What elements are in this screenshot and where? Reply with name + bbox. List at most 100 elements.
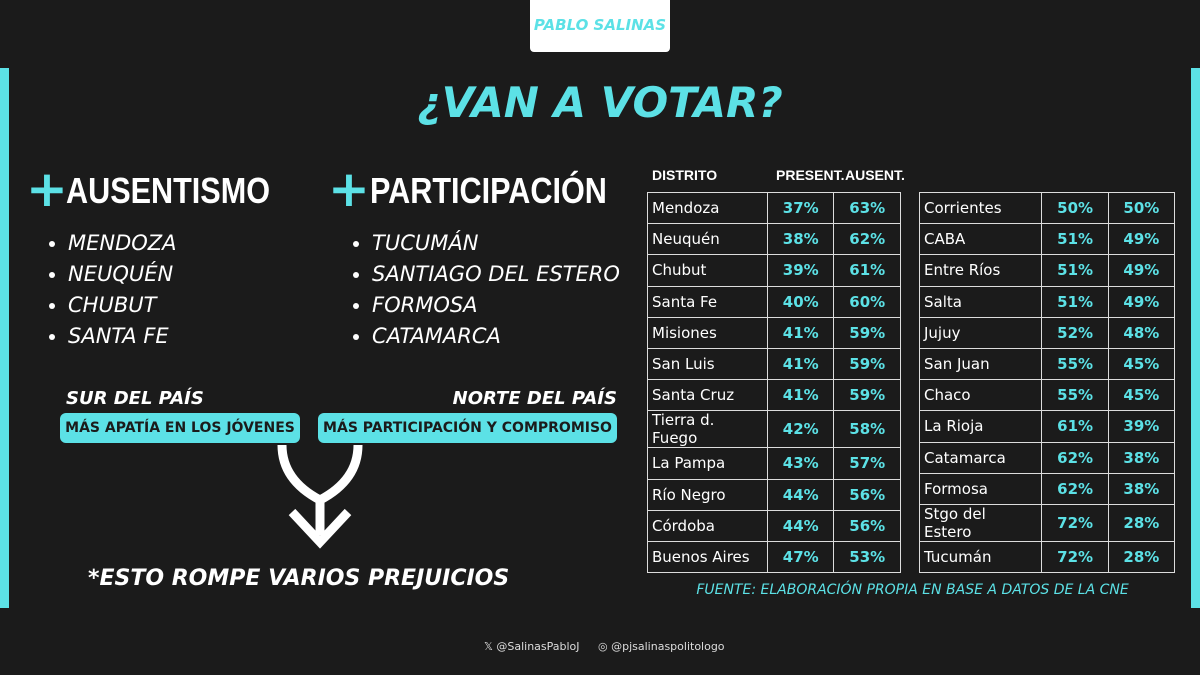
table-row: Chubut 39% 61% <box>647 254 901 287</box>
table-cell: Corrientes <box>918 191 1043 225</box>
table-row: Córdoba 44% 56% <box>647 509 901 542</box>
table-cell: 49% <box>1107 254 1176 287</box>
table-row: Mendoza 37% 63% <box>647 191 901 225</box>
heading: PARTICIPACIÓN <box>370 170 607 211</box>
table-cell: 47% <box>766 540 835 574</box>
plus-icon: + <box>328 160 370 218</box>
list-item: SANTIAGO DEL ESTERO <box>372 259 620 290</box>
title: ¿VAN A VOTAR? <box>417 78 783 127</box>
list-item: FORMOSA <box>372 290 620 321</box>
table-header: DISTRITO <box>652 167 718 183</box>
table-header: AUSENT. <box>845 167 905 183</box>
table-cell: Entre Ríos <box>918 254 1043 287</box>
table-cell: 51% <box>1041 285 1109 318</box>
table-cell: 51% <box>1041 223 1109 256</box>
table-cell: 72% <box>1041 540 1109 574</box>
table-cell: 45% <box>1107 379 1176 412</box>
social-ig: ◎ @pjsalinaspolitologo <box>598 640 725 653</box>
table-cell: 44% <box>766 509 835 542</box>
table-cell: 55% <box>1041 347 1109 381</box>
table-cell: 53% <box>833 540 901 574</box>
table-cell: 56% <box>833 509 901 542</box>
list-item: CATAMARCA <box>372 321 620 352</box>
table-cell: 50% <box>1107 191 1176 225</box>
table-cell: Stgo del Estero <box>918 503 1043 542</box>
table-cell: 43% <box>766 447 835 480</box>
list-item: TUCUMÁN <box>372 228 620 259</box>
table-row: Santa Cruz 41% 59% <box>647 379 901 412</box>
table-cell: Formosa <box>918 472 1043 505</box>
table-cell: Santa Cruz <box>647 379 768 412</box>
table-cell: 72% <box>1041 503 1109 542</box>
table-cell: 63% <box>833 191 901 225</box>
table-row: Formosa 62% 38% <box>918 472 1176 505</box>
table-cell: Salta <box>918 285 1043 318</box>
table-cell: 28% <box>1107 503 1176 542</box>
table-cell: Chaco <box>918 379 1043 412</box>
table-cell: 48% <box>1107 316 1176 349</box>
list: MENDOZANEUQUÉNCHUBUTSANTA FE <box>50 228 177 352</box>
table-header: PRESENT. <box>776 167 845 183</box>
table-cell: 50% <box>1041 191 1109 225</box>
table-cell: 28% <box>1107 540 1176 574</box>
table-cell: 38% <box>1107 441 1176 474</box>
table-cell: 39% <box>766 254 835 287</box>
table-cell: 55% <box>1041 379 1109 412</box>
table-cell: 41% <box>766 316 835 349</box>
list-item: SANTA FE <box>68 321 177 352</box>
table-row: Santa Fe 40% 60% <box>647 285 901 318</box>
table-cell: La Pampa <box>647 447 768 480</box>
table-cell: Tierra d. Fuego <box>647 410 768 449</box>
table-row: Misiones 41% 59% <box>647 316 901 349</box>
table-cell: La Rioja <box>918 410 1043 443</box>
table-row: Jujuy 52% 48% <box>918 316 1176 349</box>
region: SUR DEL PAÍS <box>66 388 204 409</box>
table-cell: 42% <box>766 410 835 449</box>
conclusion: *ESTO ROMPE VARIOS PREJUICIOS <box>88 566 510 591</box>
table-cell: San Luis <box>647 347 768 381</box>
table-cell: 38% <box>1107 472 1176 505</box>
social-x: 𝕏 @SalinasPabloJ <box>484 640 580 653</box>
table-row: Río Negro 44% 56% <box>647 478 901 511</box>
table-row: San Luis 41% 59% <box>647 347 901 381</box>
plus-icon: + <box>26 160 68 218</box>
table-cell: 58% <box>833 410 901 449</box>
region: NORTE DEL PAÍS <box>452 388 617 409</box>
table-cell: Neuquén <box>647 223 768 256</box>
table-cell: 61% <box>833 254 901 287</box>
table-cell: 41% <box>766 347 835 381</box>
table-row: Tucumán 72% 28% <box>918 540 1176 574</box>
table-cell: Misiones <box>647 316 768 349</box>
handle: @pjsalinaspolitologo <box>611 640 725 653</box>
table-cell: 40% <box>766 285 835 318</box>
table-row: Buenos Aires 47% 53% <box>647 540 901 574</box>
heading: AUSENTISMO <box>66 170 271 211</box>
table-cell: 49% <box>1107 223 1176 256</box>
table-cell: 38% <box>766 223 835 256</box>
table-row: La Pampa 43% 57% <box>647 447 901 480</box>
table-cell: 57% <box>833 447 901 480</box>
table-cell: Catamarca <box>918 441 1043 474</box>
source: FUENTE: ELABORACIÓN PROPIA EN BASE A DAT… <box>696 582 1129 598</box>
table-cell: 62% <box>1041 441 1109 474</box>
table-row: Entre Ríos 51% 49% <box>918 254 1176 287</box>
list: TUCUMÁNSANTIAGO DEL ESTEROFORMOSACATAMAR… <box>354 228 620 352</box>
table-cell: Río Negro <box>647 478 768 511</box>
table-cell: 62% <box>833 223 901 256</box>
table-cell: 52% <box>1041 316 1109 349</box>
tag: MÁS APATÍA EN LOS JÓVENES <box>60 413 300 443</box>
table-row: La Rioja 61% 39% <box>918 410 1176 443</box>
table-cell: Mendoza <box>647 191 768 225</box>
table-row: Corrientes 50% 50% <box>918 191 1176 225</box>
table-cell: 61% <box>1041 410 1109 443</box>
table-cell: 45% <box>1107 347 1176 381</box>
table-cell: 39% <box>1107 410 1176 443</box>
table-row: Chaco 55% 45% <box>918 379 1176 412</box>
brand-tab <box>530 0 670 52</box>
table-cell: Jujuy <box>918 316 1043 349</box>
table-cell: Santa Fe <box>647 285 768 318</box>
list-item: MENDOZA <box>68 228 177 259</box>
table-row: Tierra d. Fuego 42% 58% <box>647 410 901 449</box>
table-row: Salta 51% 49% <box>918 285 1176 318</box>
